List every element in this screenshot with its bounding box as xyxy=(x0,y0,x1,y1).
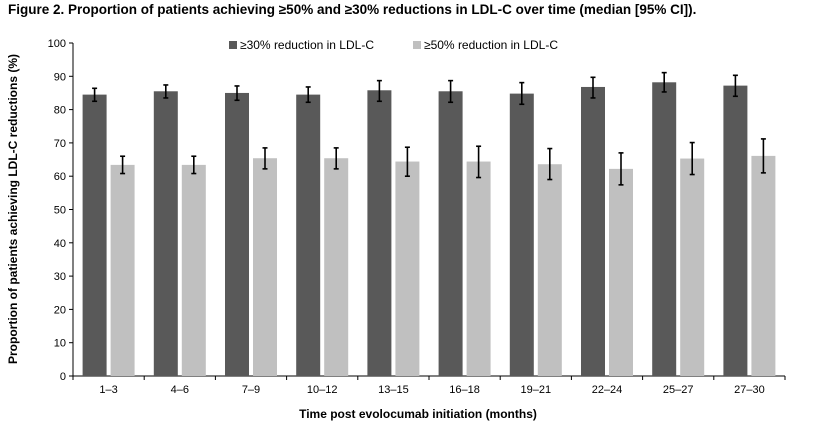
legend-swatch xyxy=(413,41,421,49)
x-tick-label: 27–30 xyxy=(734,384,765,396)
y-tick-label: 50 xyxy=(54,205,66,217)
bar xyxy=(153,91,178,376)
bar xyxy=(652,82,677,376)
bar xyxy=(609,168,633,376)
bar xyxy=(537,164,562,376)
y-tick-label: 90 xyxy=(54,71,66,83)
y-tick-label: 0 xyxy=(60,371,66,383)
y-tick-label: 100 xyxy=(48,38,66,50)
x-tick-label: 10–12 xyxy=(307,384,338,396)
bar xyxy=(82,94,107,377)
legend-label: ≥50% reduction in LDL-C xyxy=(424,38,558,52)
bar xyxy=(367,90,392,376)
y-axis-title: Proportion of patients achieving LDL-C r… xyxy=(6,54,20,364)
x-tick-label: 4–6 xyxy=(171,384,189,396)
x-tick-label: 1–3 xyxy=(99,384,117,396)
y-tick-label: 10 xyxy=(54,338,66,350)
x-tick-label: 19–21 xyxy=(521,384,552,396)
bar xyxy=(509,93,534,376)
bar xyxy=(395,161,420,376)
y-tick-label: 70 xyxy=(54,138,66,150)
bar xyxy=(581,86,605,377)
chart-bars xyxy=(82,82,776,377)
chart-title: Figure 2. Proportion of patients achievi… xyxy=(8,2,697,17)
bar xyxy=(296,94,321,377)
bar xyxy=(680,158,705,376)
legend-swatch xyxy=(229,41,237,49)
x-tick-label: 25–27 xyxy=(663,384,694,396)
bar xyxy=(225,92,249,376)
bar xyxy=(181,164,206,376)
bar xyxy=(324,158,349,376)
y-tick-label: 40 xyxy=(54,238,66,250)
x-tick-label: 22–24 xyxy=(592,384,623,396)
bar xyxy=(110,164,135,376)
legend-label: ≥30% reduction in LDL-C xyxy=(240,38,374,52)
x-tick-label: 7–9 xyxy=(242,384,260,396)
chart-legend: ≥30% reduction in LDL-C ≥50% reduction in… xyxy=(229,38,558,52)
bar xyxy=(723,85,748,377)
chart-error-bars xyxy=(92,71,766,186)
y-tick-label: 60 xyxy=(54,171,66,183)
bar xyxy=(751,155,776,376)
y-tick-label: 30 xyxy=(54,271,66,283)
chart-tick-labels: 0 10 20 30 40 50 60 70 80 90 100 1–3 4–6 7–9 10–12 13–1… xyxy=(48,38,765,396)
bar xyxy=(466,161,491,376)
bar xyxy=(253,158,277,376)
y-tick-label: 20 xyxy=(54,304,66,316)
x-axis-title: Time post evolocumab initiation (months) xyxy=(299,407,537,421)
x-tick-label: 16–18 xyxy=(449,384,480,396)
bar xyxy=(438,91,463,376)
y-tick-label: 80 xyxy=(54,105,66,117)
x-tick-label: 13–15 xyxy=(378,384,409,396)
